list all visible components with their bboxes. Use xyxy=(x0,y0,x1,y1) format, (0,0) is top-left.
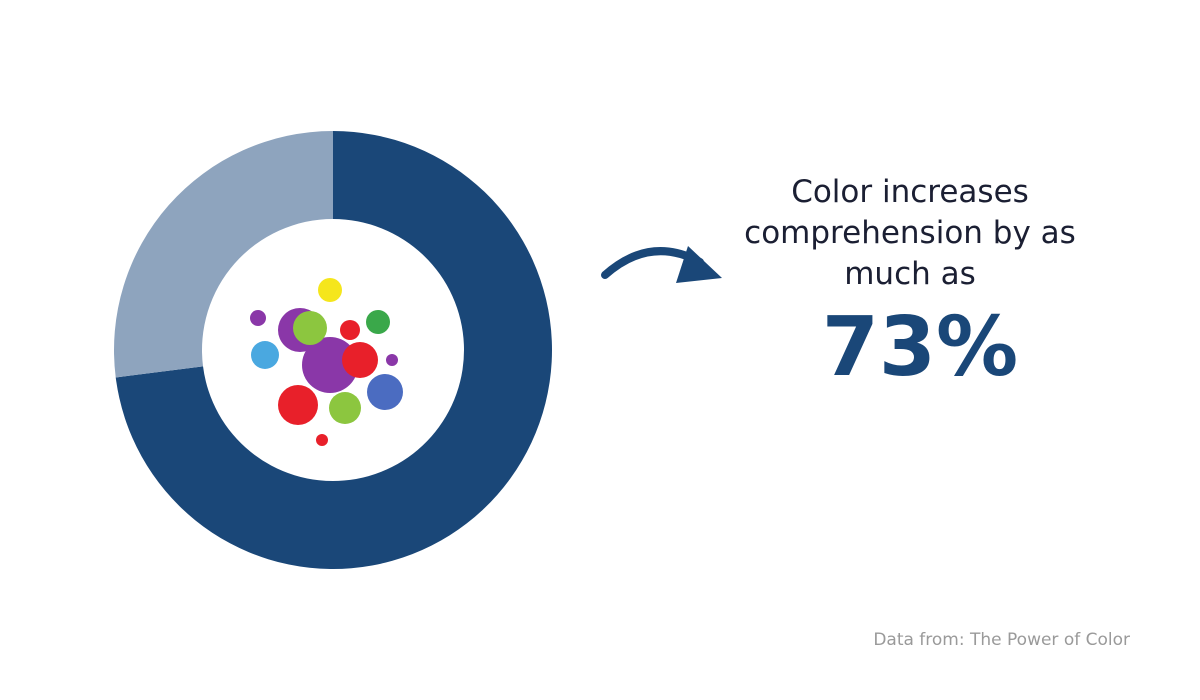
donut xyxy=(113,131,552,569)
arrow xyxy=(601,246,722,283)
annotation: Color increases comprehension by as much… xyxy=(744,174,1076,292)
source: Data from: The Power of Color xyxy=(873,630,1130,650)
donut-slice xyxy=(113,131,333,378)
value-label: 73% xyxy=(821,300,1019,395)
paint-splatter xyxy=(250,278,403,446)
donut-slice xyxy=(115,131,552,569)
